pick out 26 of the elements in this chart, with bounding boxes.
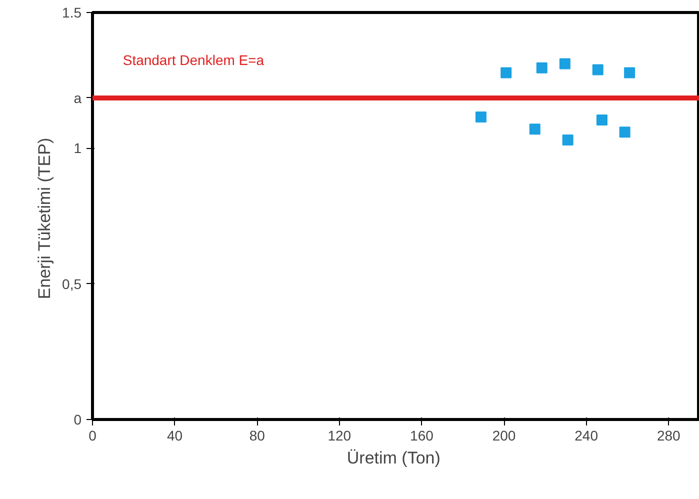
y-axis-title: Enerji Tüketimi (TEP): [35, 138, 54, 300]
y-tick-label: a: [74, 90, 82, 106]
ref-line-label: Standart Denklem E=a: [122, 52, 264, 68]
point: [624, 67, 636, 78]
point: [559, 58, 570, 70]
y-tick-label: 0: [74, 412, 82, 428]
point: [562, 134, 574, 146]
y-tick-label: 1.5: [62, 4, 82, 20]
x-tick-label: 240: [574, 428, 598, 444]
x-tick-label: 40: [167, 428, 183, 444]
point: [536, 62, 548, 74]
point: [619, 126, 630, 138]
x-tick-label: 80: [249, 428, 266, 444]
point: [475, 111, 486, 122]
y-tick-label: 0,5: [62, 276, 82, 292]
x-tick-label: 0: [88, 428, 97, 444]
x-tick-label: 280: [656, 428, 681, 444]
x-axis-title: Üretim (Ton): [346, 448, 440, 468]
point: [592, 64, 604, 76]
point: [596, 114, 608, 126]
point: [529, 124, 540, 135]
x-tick-label: 120: [328, 428, 352, 444]
point: [500, 67, 512, 78]
y-tick-label: 1: [74, 140, 82, 156]
x-tick-label: 200: [492, 428, 516, 444]
x-tick-label: 160: [410, 428, 434, 444]
